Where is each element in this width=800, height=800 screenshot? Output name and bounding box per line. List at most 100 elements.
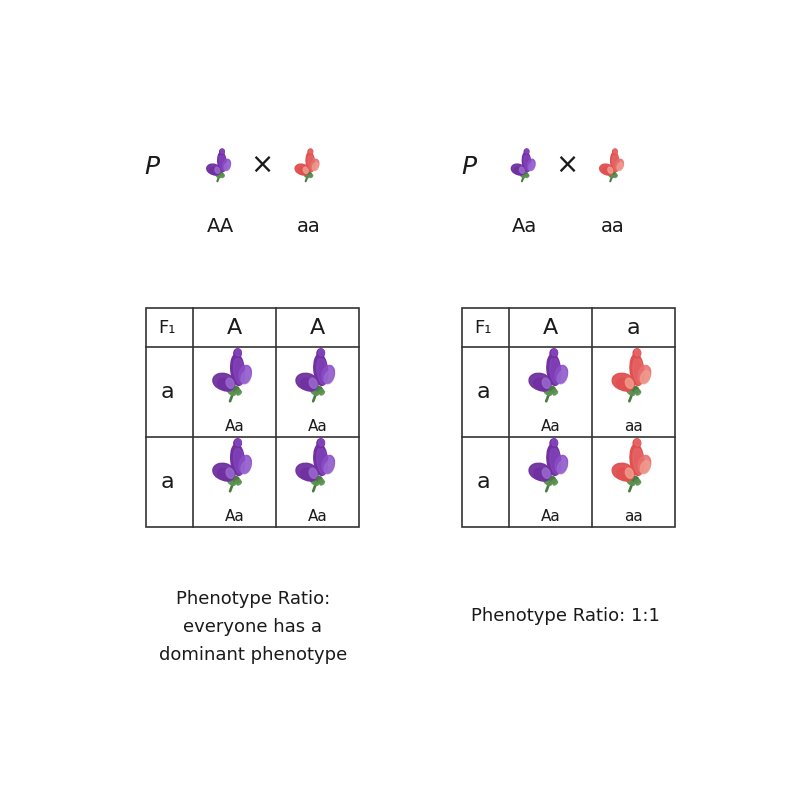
Ellipse shape xyxy=(627,479,634,485)
Text: aa: aa xyxy=(625,419,643,434)
Ellipse shape xyxy=(224,162,230,170)
Ellipse shape xyxy=(558,461,567,474)
Ellipse shape xyxy=(239,366,251,383)
Ellipse shape xyxy=(234,349,242,358)
Ellipse shape xyxy=(610,172,616,176)
Ellipse shape xyxy=(534,378,550,391)
Ellipse shape xyxy=(547,482,551,486)
Ellipse shape xyxy=(638,366,650,383)
Ellipse shape xyxy=(640,461,650,474)
Ellipse shape xyxy=(525,150,529,154)
Text: a: a xyxy=(160,382,174,402)
Ellipse shape xyxy=(230,476,239,482)
Ellipse shape xyxy=(630,354,644,386)
Ellipse shape xyxy=(526,175,529,178)
Ellipse shape xyxy=(314,444,328,475)
Ellipse shape xyxy=(547,392,551,395)
Ellipse shape xyxy=(228,390,234,395)
Text: F₁: F₁ xyxy=(474,318,492,337)
Ellipse shape xyxy=(295,164,309,174)
Ellipse shape xyxy=(630,386,638,392)
Ellipse shape xyxy=(301,468,317,481)
Ellipse shape xyxy=(218,176,221,178)
Ellipse shape xyxy=(218,172,223,176)
Ellipse shape xyxy=(553,481,558,485)
Ellipse shape xyxy=(241,370,250,384)
Ellipse shape xyxy=(550,349,558,358)
Ellipse shape xyxy=(514,167,524,175)
Ellipse shape xyxy=(542,378,550,388)
Text: P: P xyxy=(461,155,476,179)
Ellipse shape xyxy=(634,439,641,446)
Ellipse shape xyxy=(239,455,251,473)
Ellipse shape xyxy=(230,444,245,475)
Ellipse shape xyxy=(519,167,524,174)
Ellipse shape xyxy=(213,374,235,390)
Ellipse shape xyxy=(310,175,313,178)
Text: a: a xyxy=(477,382,490,402)
Ellipse shape xyxy=(636,481,641,485)
Ellipse shape xyxy=(226,468,234,478)
Bar xyxy=(146,308,359,527)
Ellipse shape xyxy=(222,159,230,170)
Ellipse shape xyxy=(220,174,224,177)
Ellipse shape xyxy=(614,175,618,178)
Ellipse shape xyxy=(617,468,633,481)
Ellipse shape xyxy=(555,366,568,383)
Ellipse shape xyxy=(640,370,650,384)
Ellipse shape xyxy=(306,152,314,171)
Ellipse shape xyxy=(230,354,245,386)
Ellipse shape xyxy=(318,390,323,394)
Ellipse shape xyxy=(210,167,219,175)
Text: aa: aa xyxy=(297,218,320,237)
Ellipse shape xyxy=(544,479,550,485)
Ellipse shape xyxy=(524,149,529,154)
Ellipse shape xyxy=(303,167,308,174)
Ellipse shape xyxy=(630,482,634,486)
Ellipse shape xyxy=(234,358,245,385)
Ellipse shape xyxy=(551,349,558,356)
Ellipse shape xyxy=(550,358,561,385)
Ellipse shape xyxy=(304,174,308,178)
Ellipse shape xyxy=(626,378,634,388)
Ellipse shape xyxy=(633,358,644,385)
Ellipse shape xyxy=(320,391,325,395)
Ellipse shape xyxy=(522,172,527,176)
Text: AA: AA xyxy=(206,218,234,237)
Ellipse shape xyxy=(553,391,558,395)
Text: aa: aa xyxy=(625,509,643,524)
Text: F₁: F₁ xyxy=(158,318,176,337)
Ellipse shape xyxy=(318,439,325,446)
Ellipse shape xyxy=(551,439,558,446)
Ellipse shape xyxy=(322,366,334,383)
Ellipse shape xyxy=(317,438,325,448)
Ellipse shape xyxy=(638,455,650,473)
Ellipse shape xyxy=(511,164,525,174)
Ellipse shape xyxy=(614,174,617,177)
Ellipse shape xyxy=(527,159,535,170)
Ellipse shape xyxy=(534,468,550,481)
Ellipse shape xyxy=(617,378,633,391)
Text: aa: aa xyxy=(601,218,625,237)
Ellipse shape xyxy=(636,391,641,395)
Ellipse shape xyxy=(322,455,334,473)
Ellipse shape xyxy=(602,167,612,175)
Ellipse shape xyxy=(237,391,242,395)
Ellipse shape xyxy=(314,354,328,386)
Text: A: A xyxy=(310,318,326,338)
Ellipse shape xyxy=(234,448,245,474)
Ellipse shape xyxy=(309,150,313,154)
Ellipse shape xyxy=(301,378,317,391)
Ellipse shape xyxy=(546,386,555,392)
Ellipse shape xyxy=(529,162,534,170)
Ellipse shape xyxy=(550,438,558,448)
Ellipse shape xyxy=(616,159,623,170)
Ellipse shape xyxy=(306,176,309,178)
Text: a: a xyxy=(627,318,641,338)
Text: Phenotype Ratio: 1:1: Phenotype Ratio: 1:1 xyxy=(470,606,659,625)
Ellipse shape xyxy=(525,174,528,177)
Text: Aa: Aa xyxy=(512,218,538,237)
Ellipse shape xyxy=(610,152,619,171)
Text: ×: × xyxy=(555,151,578,179)
Ellipse shape xyxy=(237,481,242,485)
